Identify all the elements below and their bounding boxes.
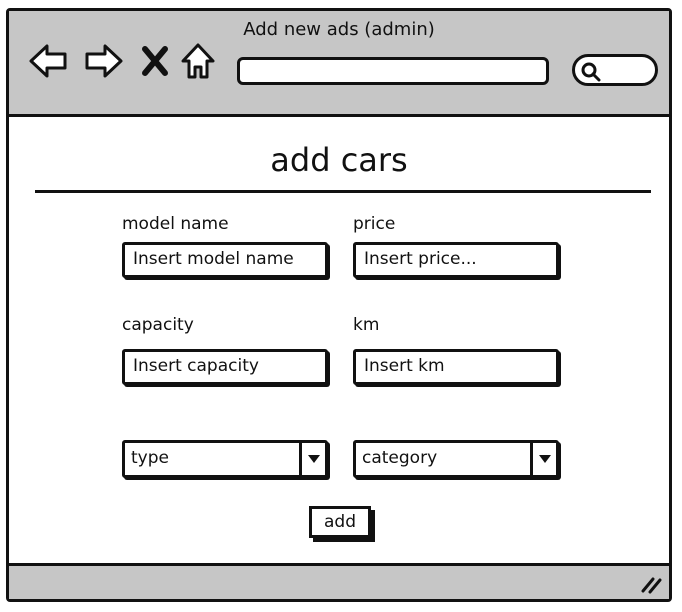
search-icon [581, 62, 601, 82]
category-dropdown-button[interactable] [530, 443, 556, 475]
price-label: price [353, 214, 396, 234]
home-icon[interactable] [179, 41, 217, 81]
category-select-value: category [362, 448, 438, 468]
type-select[interactable]: type [122, 440, 328, 478]
browser-window: Add new ads (admin) add cars model name … [6, 8, 672, 602]
capacity-input[interactable]: Insert capacity [122, 349, 328, 385]
resize-grip-icon[interactable] [639, 573, 663, 595]
status-bar [9, 563, 669, 599]
type-dropdown-button[interactable] [299, 443, 325, 475]
page-title: add cars [270, 141, 408, 179]
km-label: km [353, 315, 380, 335]
close-x-icon[interactable] [139, 41, 171, 81]
chevron-down-icon [308, 455, 320, 463]
category-select[interactable]: category [353, 440, 559, 478]
search-box[interactable] [572, 54, 658, 86]
type-select-value: type [131, 448, 169, 468]
add-button[interactable]: add [309, 506, 371, 538]
address-bar[interactable] [237, 57, 549, 85]
price-input[interactable]: Insert price... [353, 242, 559, 278]
forward-arrow-icon[interactable] [83, 41, 125, 81]
window-title: Add new ads (admin) [243, 19, 435, 40]
model-name-label: model name [122, 214, 229, 234]
chevron-down-icon [539, 455, 551, 463]
km-input[interactable]: Insert km [353, 349, 559, 385]
model-name-input[interactable]: Insert model name [122, 242, 328, 278]
title-bar: Add new ads (admin) [9, 11, 669, 117]
capacity-label: capacity [122, 315, 194, 335]
divider [35, 190, 651, 193]
back-arrow-icon[interactable] [27, 41, 69, 81]
